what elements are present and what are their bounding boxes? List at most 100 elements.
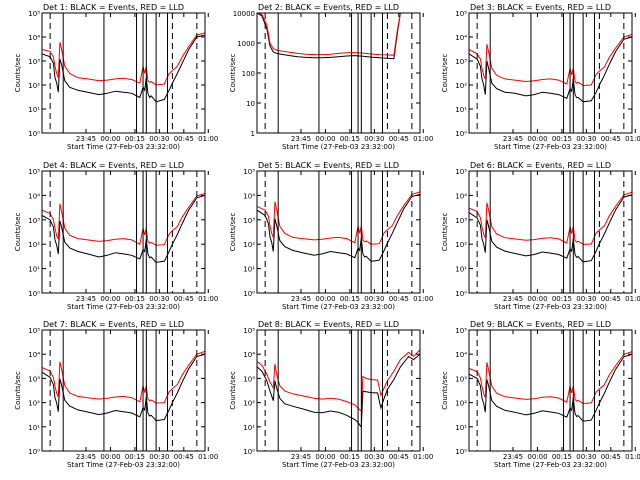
x-tick-label: 00:45 <box>389 453 409 461</box>
y-tick-label: 10⁴ <box>243 351 255 359</box>
x-axis-label: Start Time (27-Feb-03 23:32:00) <box>67 303 180 311</box>
y-tick-label: 10³ <box>28 217 40 225</box>
x-tick-label: 23:45 <box>291 135 311 143</box>
plot-frame <box>41 329 206 452</box>
y-tick-label: 10⁵ <box>455 327 467 335</box>
series-group <box>257 13 401 60</box>
x-tick-label: 00:45 <box>174 135 194 143</box>
x-tick-label: 00:45 <box>174 453 194 461</box>
y-axis-label: Counts/sec <box>441 54 449 93</box>
x-tick-label: 01:00 <box>413 295 433 303</box>
y-tick-label: 10² <box>243 400 255 408</box>
x-tick-label: 01:00 <box>625 135 640 143</box>
x-tick-label: 01:00 <box>413 135 433 143</box>
panel-title: Det 4: BLACK = Events, RED = LLD <box>43 161 184 170</box>
lld-series-line <box>469 33 632 87</box>
y-tick-label: 10⁰ <box>243 448 255 456</box>
y-tick-label: 10⁵ <box>28 10 40 18</box>
x-tick-label: 00:30 <box>576 135 596 143</box>
x-tick-label: 01:00 <box>625 453 640 461</box>
x-tick-label: 00:30 <box>364 295 384 303</box>
events-series-line <box>42 34 205 103</box>
x-tick-label: 23:45 <box>503 453 523 461</box>
x-tick-label: 00:30 <box>149 295 169 303</box>
y-tick-label: 10⁴ <box>28 34 40 42</box>
y-tick-label: 10² <box>28 82 40 90</box>
lld-series-line <box>257 13 401 56</box>
lld-series-line <box>42 350 205 404</box>
y-tick-label: 10¹ <box>455 266 467 274</box>
x-tick-label: 23:45 <box>291 453 311 461</box>
y-tick-label: 10⁵ <box>243 327 255 335</box>
y-axis-label: Counts/sec <box>229 371 237 410</box>
x-tick-label: 23:45 <box>291 295 311 303</box>
x-axis-label: Start Time (27-Feb-03 23:32:00) <box>67 143 180 151</box>
y-tick-label: 1 <box>251 130 255 138</box>
panel-title: Det 1: BLACK = Events, RED = LLD <box>43 3 184 12</box>
y-tick-label: 10¹ <box>243 266 255 274</box>
x-tick-label: 23:45 <box>76 453 96 461</box>
y-axis-label: Counts/sec <box>441 213 449 252</box>
panel-title: Det 9: BLACK = Events, RED = LLD <box>470 320 611 329</box>
events-series-line <box>469 36 632 103</box>
lld-series-line <box>257 349 420 412</box>
panel-title: Det 6: BLACK = Events, RED = LLD <box>470 161 611 170</box>
x-tick-label: 00:45 <box>174 295 194 303</box>
events-series-line <box>469 353 632 422</box>
panel-title: Det 8: BLACK = Events, RED = LLD <box>258 320 399 329</box>
events-series-line <box>42 353 205 422</box>
x-tick-label: 01:00 <box>198 295 218 303</box>
y-tick-label: 10¹ <box>243 424 255 432</box>
y-tick-label: 10⁰ <box>243 290 255 298</box>
x-tick-label: 00:00 <box>315 295 335 303</box>
y-tick-label: 10² <box>243 241 255 249</box>
lld-series-line <box>42 32 205 86</box>
plot-frame <box>468 170 633 294</box>
y-tick-label: 10³ <box>28 58 40 66</box>
x-tick-label: 00:30 <box>149 135 169 143</box>
series-group <box>42 350 205 422</box>
y-tick-label: 10⁴ <box>28 351 40 359</box>
x-axis-label: Start Time (27-Feb-03 23:32:00) <box>494 461 607 469</box>
x-tick-label: 23:45 <box>503 295 523 303</box>
x-tick-label: 00:15 <box>340 295 360 303</box>
y-tick-label: 10³ <box>455 217 467 225</box>
x-tick-label: 00:15 <box>552 295 572 303</box>
x-tick-label: 00:30 <box>364 453 384 461</box>
y-tick-label: 10000 <box>233 10 255 18</box>
lld-series-line <box>257 191 420 245</box>
detector-panel-5: Det 5: BLACK = Events, RED = LLD 10⁰ 10¹ 10… <box>229 161 433 311</box>
x-tick-label: 00:45 <box>389 135 409 143</box>
x-tick-label: 01:00 <box>625 295 640 303</box>
y-tick-label: 100 <box>242 70 255 78</box>
detector-panel-7: Det 7: BLACK = Events, RED = LLD 10⁰ 10¹ 10… <box>14 320 218 469</box>
panel-title: Det 3: BLACK = Events, RED = LLD <box>470 3 611 12</box>
y-axis-label: Counts/sec <box>14 54 22 93</box>
events-series-line <box>42 194 205 263</box>
y-tick-label: 10⁵ <box>28 168 40 176</box>
x-tick-label: 00:00 <box>315 135 335 143</box>
y-tick-label: 10⁵ <box>28 327 40 335</box>
series-group <box>469 33 632 103</box>
series-group <box>257 349 420 429</box>
x-tick-label: 00:45 <box>601 453 621 461</box>
lld-series-line <box>42 193 205 246</box>
lld-series-line <box>469 351 632 405</box>
plot-frame <box>256 329 421 452</box>
x-tick-label: 00:15 <box>340 453 360 461</box>
events-series-line <box>257 193 420 262</box>
x-tick-label: 00:15 <box>552 135 572 143</box>
y-tick-label: 10² <box>455 241 467 249</box>
events-series-line <box>257 353 420 429</box>
y-tick-label: 10⁰ <box>455 290 467 298</box>
y-tick-label: 10³ <box>455 58 467 66</box>
x-tick-label: 00:15 <box>552 453 572 461</box>
y-tick-label: 10¹ <box>28 266 40 274</box>
plot-frame <box>468 329 633 452</box>
y-tick-label: 10³ <box>243 375 255 383</box>
plot-frame <box>256 170 421 294</box>
plot-frame <box>468 12 633 134</box>
y-axis-label: Counts/sec <box>14 371 22 410</box>
y-tick-label: 10⁵ <box>455 10 467 18</box>
y-tick-label: 10⁴ <box>28 192 40 200</box>
